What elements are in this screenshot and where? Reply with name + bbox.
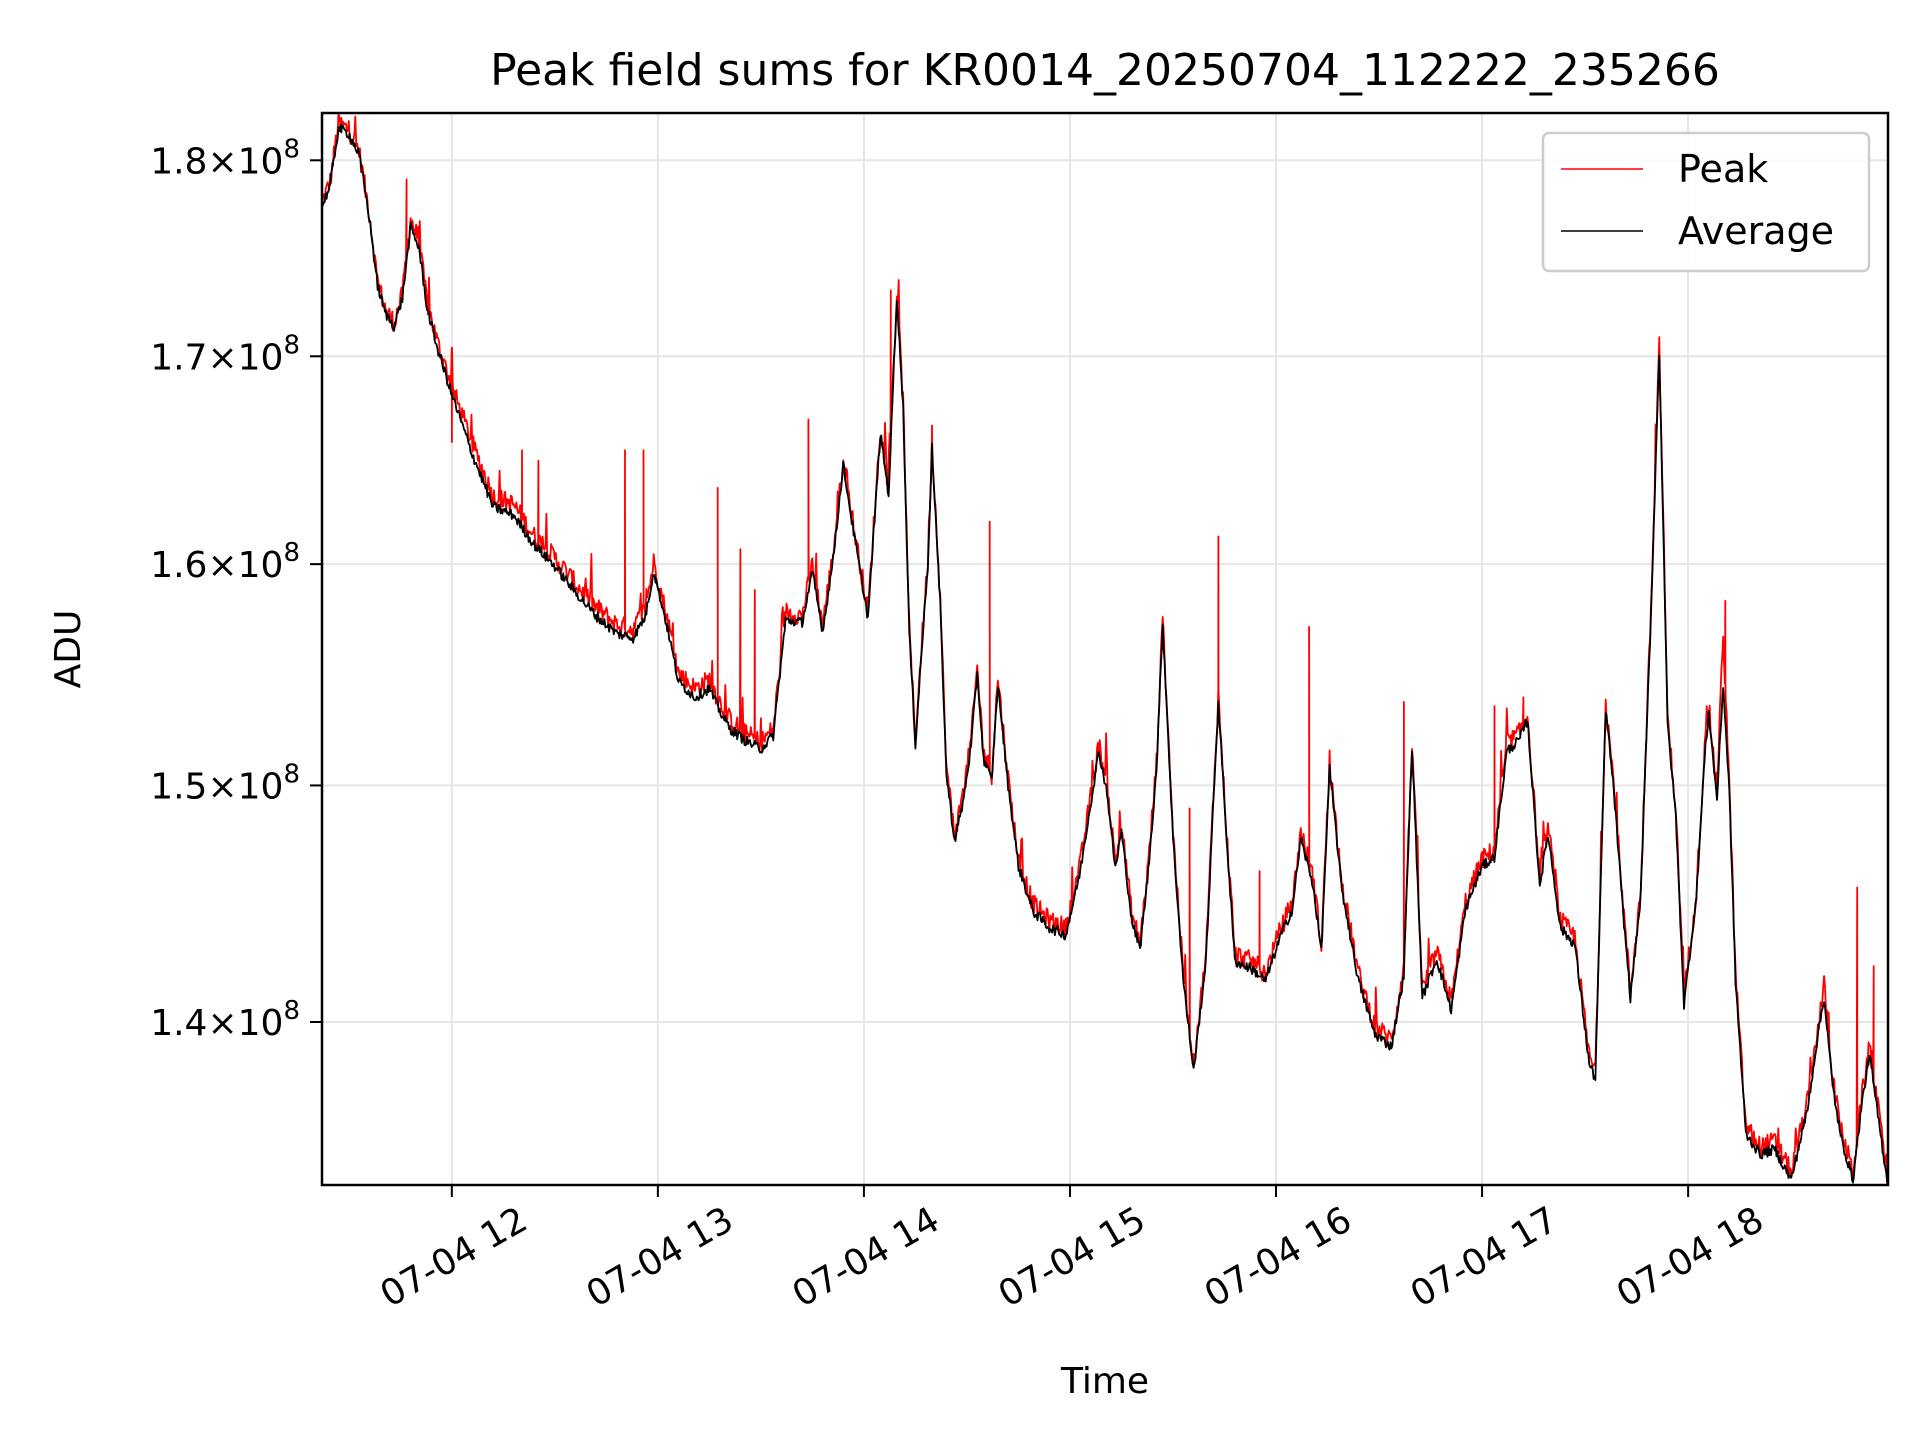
- y-tick-base: 10: [238, 141, 284, 182]
- y-tick-times: ×: [207, 1003, 237, 1044]
- y-tick-times: ×: [207, 337, 237, 378]
- y-tick-exponent: 8: [283, 134, 300, 164]
- legend-label-peak: Peak: [1678, 147, 1768, 191]
- y-tick-label: 1.8×108: [150, 134, 300, 182]
- y-axis-label: ADU: [48, 610, 89, 689]
- y-tick-times: ×: [207, 545, 237, 586]
- legend-label-average: Average: [1678, 209, 1834, 253]
- y-tick-times: ×: [207, 766, 237, 807]
- legend: Peak Average: [1541, 131, 1871, 273]
- y-tick-exponent: 8: [283, 330, 300, 360]
- chart-title: Peak field sums for KR0014_20250704_1122…: [490, 45, 1720, 96]
- y-tick-mantissa: 1.7: [150, 337, 207, 378]
- y-tick-mantissa: 1.5: [150, 766, 207, 807]
- plot-frame: [320, 111, 1890, 1187]
- grid-lines: [322, 113, 1888, 1185]
- series-layer: [322, 113, 1888, 1185]
- y-tick-base: 10: [238, 337, 284, 378]
- y-tick-label: 1.5×108: [150, 759, 300, 807]
- y-tick-label: 1.7×108: [150, 330, 300, 378]
- y-tick-label: 1.6×108: [150, 538, 300, 586]
- y-tick-mantissa: 1.8: [150, 141, 207, 182]
- y-tick-base: 10: [238, 766, 284, 807]
- y-tick-label: 1.4×108: [150, 996, 300, 1044]
- x-axis-label: Time: [1060, 1361, 1149, 1402]
- y-tick-mantissa: 1.6: [150, 545, 207, 586]
- y-tick-base: 10: [238, 1003, 284, 1044]
- y-tick-exponent: 8: [283, 996, 300, 1026]
- legend-box: [1541, 131, 1871, 273]
- y-tick-times: ×: [207, 141, 237, 182]
- y-tick-base: 10: [238, 545, 284, 586]
- y-tick-exponent: 8: [283, 538, 300, 568]
- y-tick-exponent: 8: [283, 759, 300, 789]
- series-average-line: [322, 123, 1888, 1185]
- y-tick-mantissa: 1.4: [150, 1003, 207, 1044]
